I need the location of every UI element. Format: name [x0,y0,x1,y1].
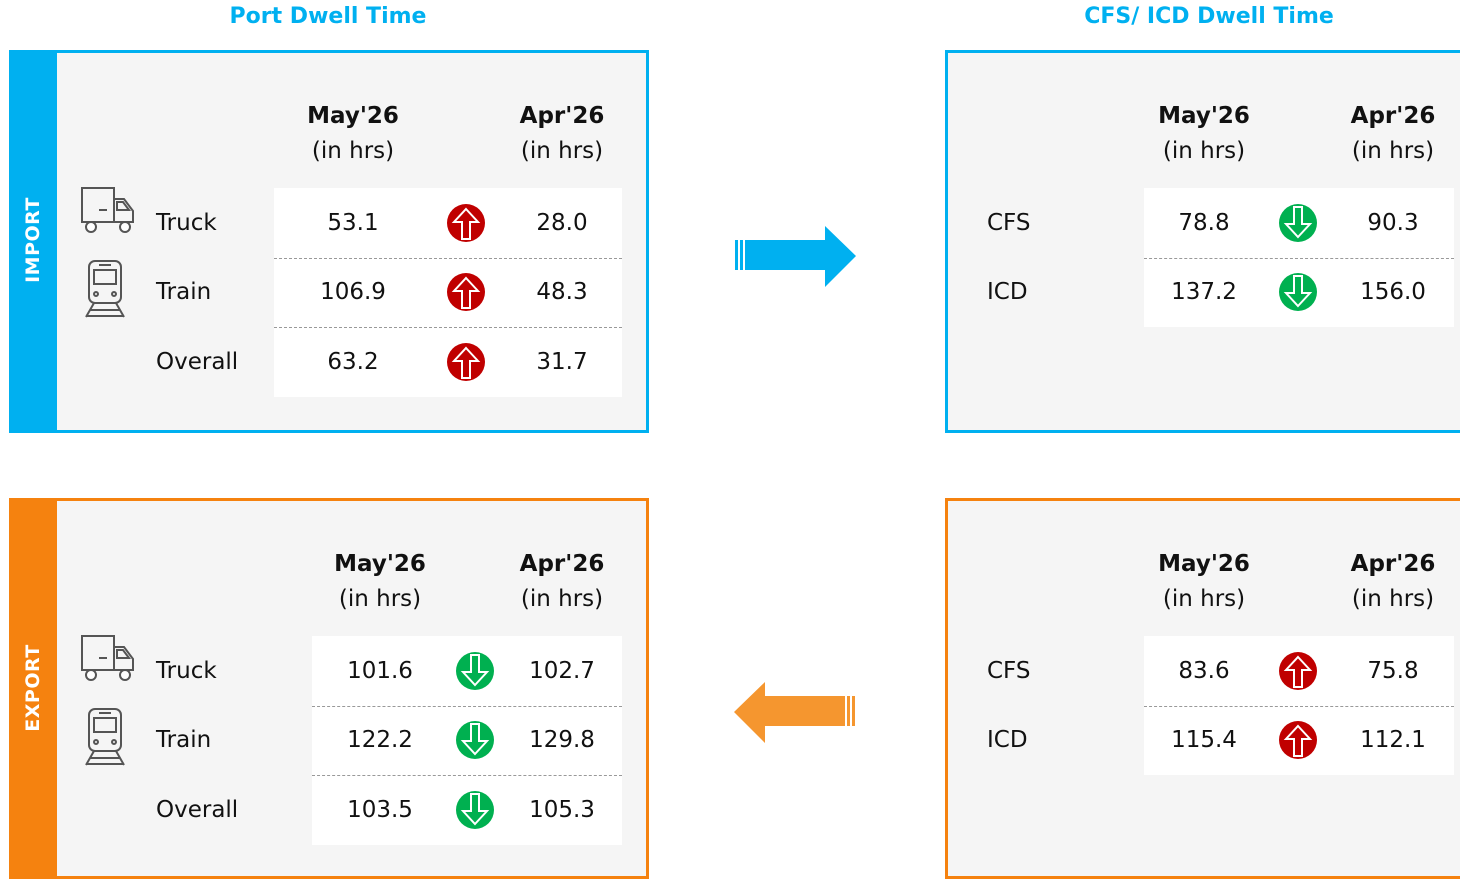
current-value: 53.1 [327,209,379,236]
column-month: May'26 [307,103,399,129]
current-value: 101.6 [347,657,413,684]
row-label: Truck [156,657,217,684]
column-unit: (in hrs) [1351,138,1435,164]
trend-icon [1278,720,1318,760]
column-unit: (in hrs) [1351,586,1435,612]
column-unit: (in hrs) [520,138,604,164]
column-month: May'26 [1158,103,1250,129]
row-label: Train [156,279,212,306]
column-unit: (in hrs) [311,138,395,164]
flow-arrow-left [734,682,855,743]
side-strip [9,50,57,433]
column-unit: (in hrs) [1162,586,1246,612]
current-value: 122.2 [347,727,413,754]
column-month: Apr'26 [1350,103,1436,129]
previous-value: 156.0 [1360,279,1426,306]
trend-icon [455,651,495,691]
current-value: 78.8 [1178,209,1230,236]
current-value: 63.2 [327,348,379,375]
column-month: May'26 [1158,551,1250,577]
trend-icon [455,720,495,760]
row-separator [312,775,622,776]
row-label: Overall [156,348,239,375]
port-title: Port Dwell Time [229,4,427,29]
side-strip [9,498,57,879]
row-label: Truck [156,209,217,236]
row-separator [274,257,622,259]
trend-icon [446,203,486,243]
row-separator [274,327,622,328]
cfs-title: CFS/ ICD Dwell Time [1084,4,1334,29]
previous-value: 129.8 [529,727,595,754]
column-month: Apr'26 [519,103,605,129]
trend-icon [446,342,486,382]
row-label: ICD [987,727,1028,754]
row-label: Overall [156,796,239,823]
trend-icon [1278,203,1318,243]
previous-value: 105.3 [529,796,595,823]
row-label: Train [156,727,212,754]
previous-value: 28.0 [536,209,588,236]
truck-icon [79,185,137,241]
trend-icon [1278,272,1318,312]
row-label: CFS [987,209,1031,236]
row-separator [1144,257,1454,259]
previous-value: 90.3 [1367,209,1419,236]
column-unit: (in hrs) [1162,138,1246,164]
column-month: Apr'26 [1350,551,1436,577]
train-icon [82,258,128,324]
current-value: 83.6 [1178,657,1230,684]
trend-icon [446,272,486,312]
side-label: EXPORT [22,644,44,732]
flow-arrow-right [735,226,856,287]
previous-value: 48.3 [536,279,588,306]
current-value: 137.2 [1171,279,1237,306]
previous-value: 75.8 [1367,657,1419,684]
side-label: IMPORT [22,197,44,283]
row-separator [1144,705,1454,707]
column-unit: (in hrs) [338,586,422,612]
column-month: May'26 [334,551,426,577]
trend-icon [455,790,495,830]
truck-icon [79,633,137,689]
train-icon [82,706,128,772]
trend-icon [1278,651,1318,691]
current-value: 106.9 [320,279,386,306]
previous-value: 112.1 [1360,727,1426,754]
current-value: 103.5 [347,796,413,823]
current-value: 115.4 [1171,727,1237,754]
row-label: CFS [987,657,1031,684]
row-label: ICD [987,279,1028,306]
column-month: Apr'26 [519,551,605,577]
column-unit: (in hrs) [520,586,604,612]
previous-value: 102.7 [529,657,595,684]
previous-value: 31.7 [536,348,588,375]
row-separator [312,705,622,707]
